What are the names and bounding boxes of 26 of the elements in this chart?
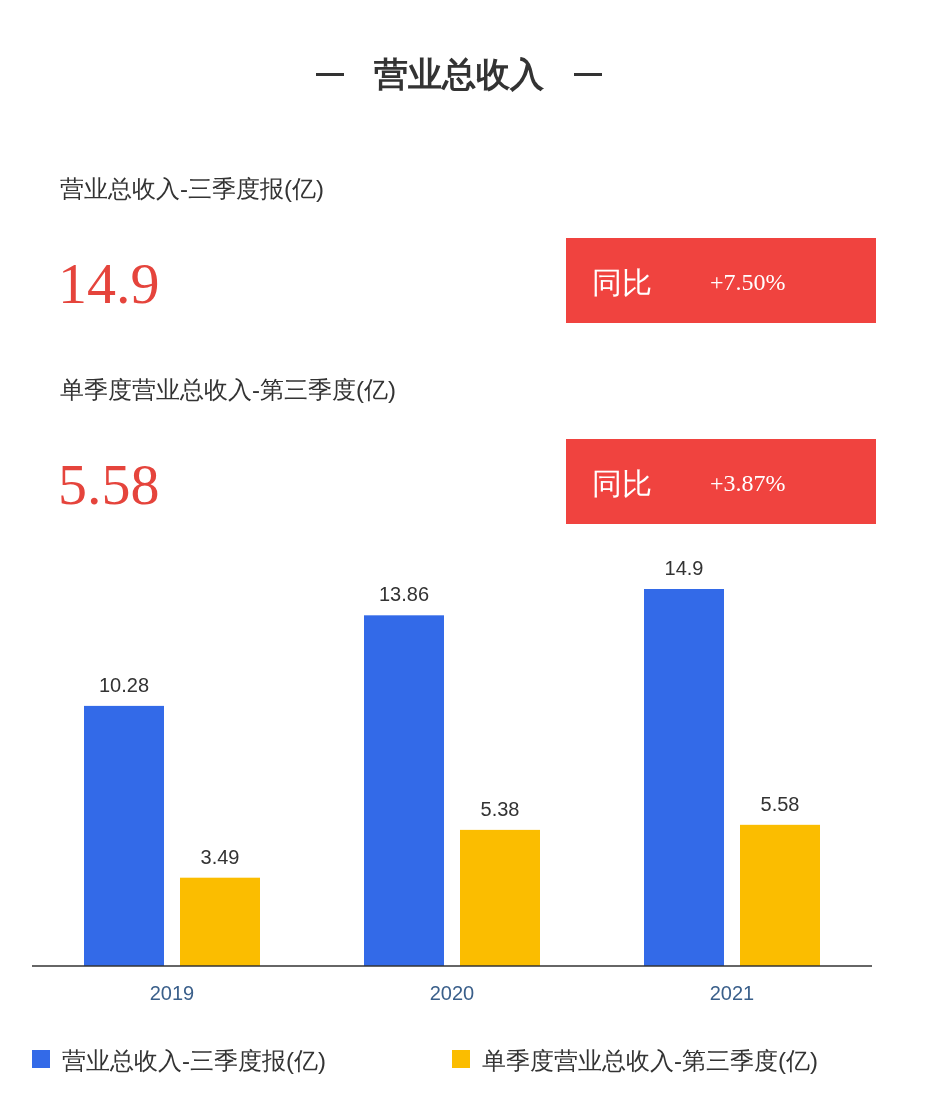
- text: +7.50%: [710, 269, 786, 295]
- data-label: 14.9: [664, 557, 704, 579]
- data-label: 3.49: [200, 845, 240, 868]
- data-label: 5.38: [480, 797, 520, 820]
- bar: [180, 877, 260, 966]
- chart-title: 营业总收入: [374, 55, 545, 93]
- x-tick-label: 2019: [149, 982, 195, 1004]
- bar: [740, 824, 820, 966]
- legend-label: 单季度营业总收入-第三季度(亿): [482, 1047, 818, 1074]
- text: 同比: [592, 266, 652, 299]
- text: +3.87%: [710, 470, 786, 496]
- bar: [460, 829, 540, 966]
- bar: [644, 589, 724, 966]
- data-label: 10.28: [98, 673, 150, 696]
- text: 14.9: [58, 251, 160, 316]
- text: 同比: [592, 467, 652, 500]
- data-label: 5.58: [760, 792, 800, 815]
- bar: [364, 615, 444, 966]
- x-tick-label: 2020: [429, 982, 475, 1004]
- text: 5.58: [58, 452, 160, 517]
- data-label: 13.86: [378, 583, 430, 606]
- bar: [84, 705, 164, 966]
- text: 营业总收入-三季度报(亿): [60, 175, 324, 202]
- text: 单季度营业总收入-第三季度(亿): [60, 376, 396, 403]
- legend-label: 营业总收入-三季度报(亿): [62, 1047, 326, 1074]
- x-tick-label: 2021: [709, 982, 755, 1004]
